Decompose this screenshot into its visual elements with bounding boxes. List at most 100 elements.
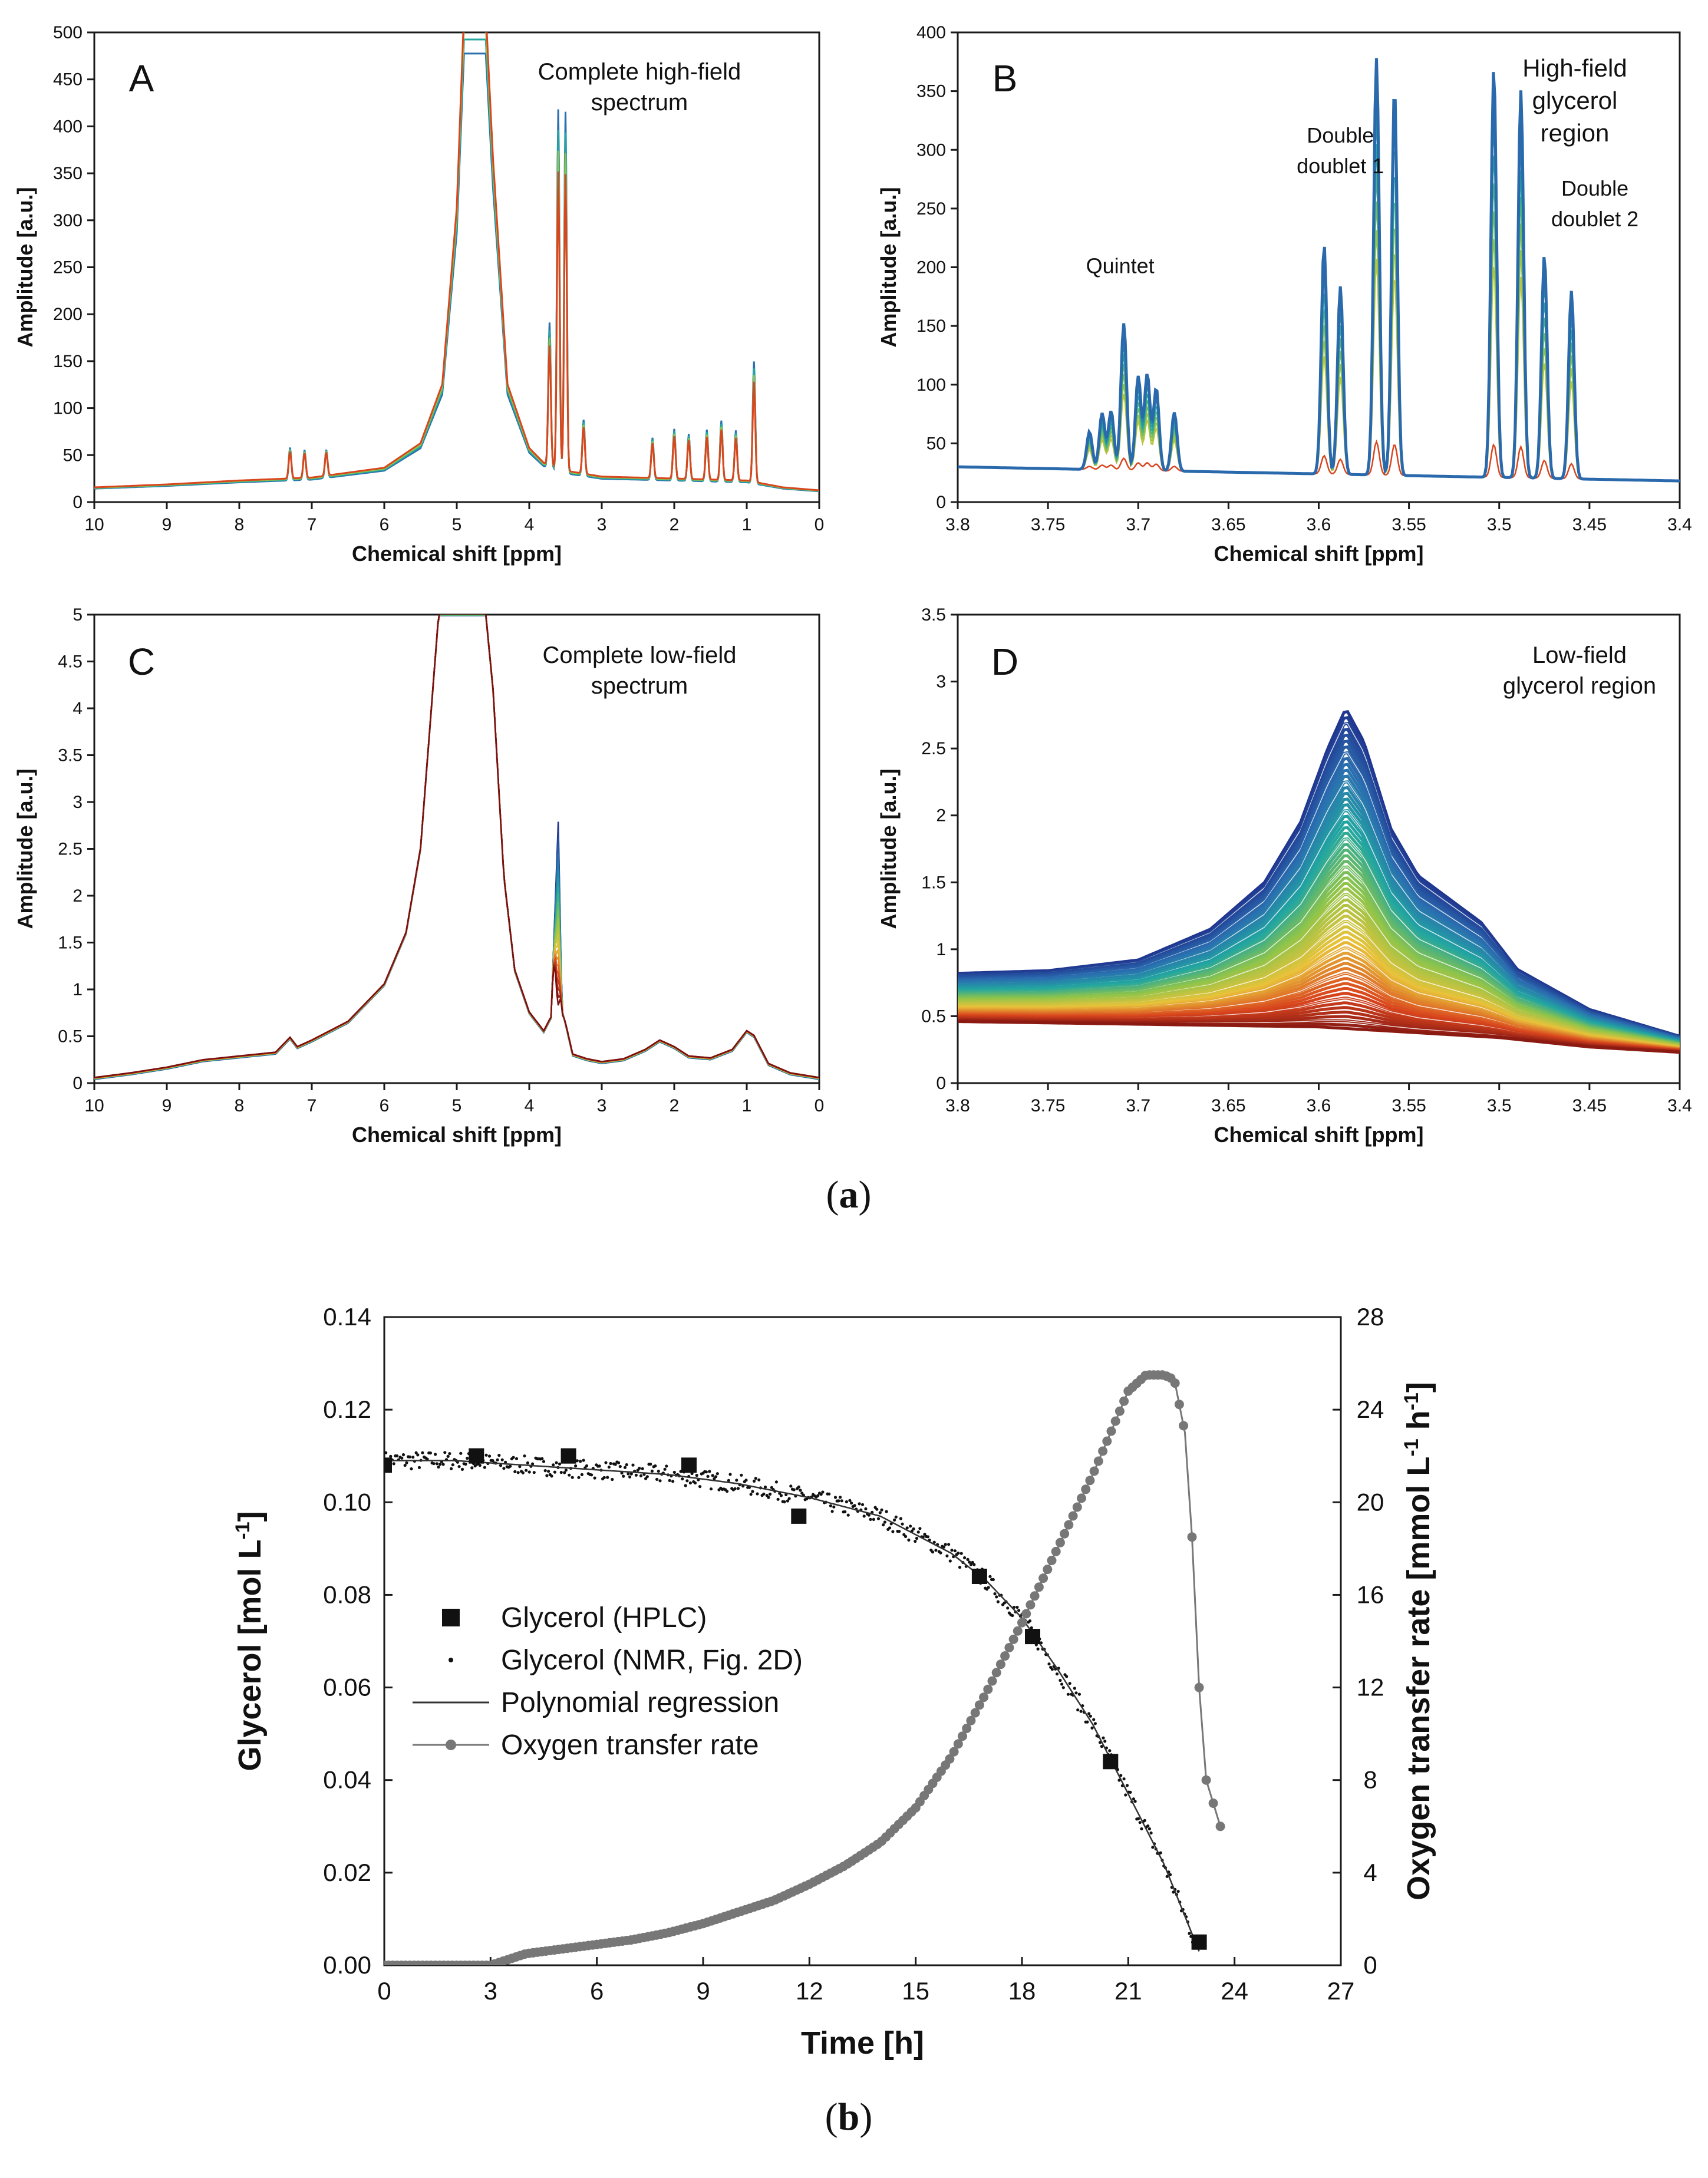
nmr-point xyxy=(996,1600,1000,1603)
nmr-point xyxy=(602,1476,606,1479)
nmr-point xyxy=(972,1563,976,1566)
nmr-point xyxy=(888,1526,892,1530)
nmr-point xyxy=(553,1470,557,1474)
nmr-point xyxy=(845,1500,848,1504)
nmr-point xyxy=(645,1475,649,1479)
caption-a: (a) xyxy=(826,1173,872,1216)
otr-point xyxy=(1068,1511,1078,1521)
nmr-point xyxy=(914,1539,917,1543)
nmr-point xyxy=(545,1474,549,1477)
nmr-point xyxy=(400,1456,404,1460)
nmr-point xyxy=(769,1492,772,1496)
x-tick-label: 0 xyxy=(815,1096,825,1116)
nmr-point xyxy=(499,1464,503,1467)
nmr-point xyxy=(487,1454,492,1458)
hplc-point xyxy=(791,1508,807,1524)
nmr-point xyxy=(574,1464,578,1468)
nmr-point xyxy=(987,1586,990,1589)
x-tick-label: 7 xyxy=(307,515,317,534)
otr-point xyxy=(979,1692,989,1702)
nmr-point xyxy=(579,1460,582,1463)
nmr-point xyxy=(878,1511,882,1514)
nmr-point xyxy=(693,1481,697,1485)
x-tick-label: 5 xyxy=(452,515,462,534)
panel-a-annotation: Complete high-field xyxy=(538,59,741,85)
nmr-point xyxy=(443,1451,447,1454)
nmr-point xyxy=(885,1510,888,1513)
nmr-point xyxy=(1076,1708,1080,1712)
y-axis-label: Amplitude [a.u.] xyxy=(876,769,901,929)
nmr-point xyxy=(496,1458,499,1461)
nmr-point xyxy=(665,1464,668,1468)
nmr-point xyxy=(638,1467,641,1470)
nmr-point xyxy=(853,1504,856,1507)
otr-point xyxy=(1060,1529,1070,1539)
nmr-point xyxy=(704,1470,708,1474)
spectrum-line xyxy=(94,615,819,1080)
nmr-point xyxy=(1140,1827,1143,1831)
y-tick-label-right: 20 xyxy=(1357,1488,1384,1516)
otr-point xyxy=(1017,1618,1027,1628)
legend-square-icon xyxy=(442,1609,460,1626)
nmr-point xyxy=(950,1549,954,1552)
nmr-point xyxy=(1055,1672,1059,1676)
y-tick-label-left: 0.10 xyxy=(323,1488,371,1516)
y-tick-label: 1 xyxy=(936,940,946,959)
spectrum-line xyxy=(94,615,819,1079)
x-tick-label: 3.55 xyxy=(1392,1096,1426,1116)
x-tick-label: 10 xyxy=(84,515,104,534)
nmr-point xyxy=(1102,1736,1105,1740)
x-tick-label: 27 xyxy=(1327,1977,1355,2005)
otr-point xyxy=(1000,1651,1010,1661)
otr-point xyxy=(987,1676,997,1686)
spectrum-line xyxy=(94,615,819,1080)
nmr-point xyxy=(957,1552,960,1555)
otr-point xyxy=(1194,1682,1204,1692)
nmr-point xyxy=(441,1463,445,1466)
otr-point xyxy=(949,1747,959,1757)
nmr-point xyxy=(515,1457,519,1460)
x-tick-label: 8 xyxy=(235,1096,245,1116)
spectrum-line xyxy=(94,615,819,1079)
x-tick-label: 3.75 xyxy=(1031,515,1065,534)
nmr-point xyxy=(564,1468,568,1472)
nmr-point xyxy=(1015,1605,1019,1609)
panel-letter-a: A xyxy=(129,57,154,100)
y-axis-label-left: Glycerol [mol L-1] xyxy=(232,1511,268,1771)
peak-label: Quintet xyxy=(1086,253,1155,278)
nmr-point xyxy=(657,1470,660,1473)
x-tick-label: 6 xyxy=(380,1096,390,1116)
otr-point xyxy=(1043,1565,1053,1575)
hplc-point xyxy=(681,1457,697,1473)
nmr-point xyxy=(684,1484,687,1487)
nmr-point xyxy=(414,1451,418,1454)
nmr-point xyxy=(512,1456,515,1459)
otr-point xyxy=(1215,1821,1225,1832)
hplc-point xyxy=(971,1569,987,1584)
legend-dot-icon xyxy=(449,1658,453,1662)
nmr-point xyxy=(598,1464,601,1468)
nmr-point xyxy=(763,1485,767,1489)
nmr-point xyxy=(434,1453,437,1456)
nmr-point xyxy=(1077,1692,1081,1696)
panel-b-plot xyxy=(958,58,1680,483)
nmr-point xyxy=(1068,1682,1071,1685)
nmr-point xyxy=(478,1464,482,1467)
nmr-point xyxy=(958,1566,962,1569)
legend-item: Glycerol (NMR, Fig. 2D) xyxy=(449,1645,803,1676)
nmr-point xyxy=(893,1518,896,1522)
nmr-point xyxy=(1074,1691,1078,1695)
nmr-point xyxy=(695,1474,698,1477)
nmr-point xyxy=(829,1504,832,1507)
nmr-point xyxy=(410,1467,413,1471)
nmr-point xyxy=(1089,1714,1092,1718)
nmr-point xyxy=(971,1560,974,1564)
nmr-point xyxy=(872,1517,875,1521)
y-tick-label: 350 xyxy=(53,164,83,183)
panel-b-annotation: region xyxy=(1541,119,1610,147)
y-tick-label: 2 xyxy=(72,886,83,906)
x-tick-label: 9 xyxy=(162,1096,172,1116)
y-tick-label-left: 0.12 xyxy=(323,1395,371,1423)
nmr-point xyxy=(448,1452,451,1456)
caption-b: (b) xyxy=(825,2096,873,2139)
